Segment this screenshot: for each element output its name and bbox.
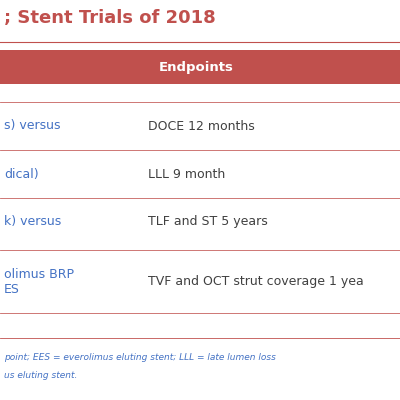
Text: k) versus: k) versus (4, 216, 61, 228)
Text: olimus BRP
ES: olimus BRP ES (4, 268, 74, 296)
Text: DOCE 12 months: DOCE 12 months (148, 120, 255, 132)
Text: us eluting stent.: us eluting stent. (4, 372, 77, 380)
Text: dical): dical) (4, 168, 39, 180)
Text: TLF and ST 5 years: TLF and ST 5 years (148, 216, 268, 228)
Text: Endpoints: Endpoints (158, 60, 234, 74)
Text: TVF and OCT strut coverage 1 yea: TVF and OCT strut coverage 1 yea (148, 276, 364, 288)
Text: LLL 9 month: LLL 9 month (148, 168, 225, 180)
Text: s) versus: s) versus (4, 120, 60, 132)
Text: ; Stent Trials of 2018: ; Stent Trials of 2018 (4, 9, 216, 27)
Text: point; EES = everolimus eluting stent; LLL = late lumen loss: point; EES = everolimus eluting stent; L… (4, 354, 276, 362)
Bar (0, 50, 400, 84)
